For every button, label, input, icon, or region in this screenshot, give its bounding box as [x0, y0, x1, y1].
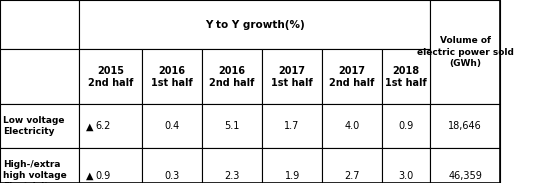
Text: 0.9: 0.9 [95, 171, 110, 181]
Bar [382, 148, 430, 183]
Text: 0.4: 0.4 [165, 121, 180, 131]
Bar [0, 148, 79, 183]
Bar [202, 104, 262, 148]
Bar [322, 148, 382, 183]
Text: 2.3: 2.3 [225, 171, 240, 181]
Text: 18,646: 18,646 [449, 121, 482, 131]
Bar [430, 0, 500, 104]
Text: 0.9: 0.9 [399, 121, 414, 131]
Text: 2017
2nd half: 2017 2nd half [330, 66, 375, 88]
Bar [322, 104, 382, 148]
Bar [0, 0, 79, 49]
Bar [322, 49, 382, 104]
Bar [142, 49, 202, 104]
Text: 1.7: 1.7 [285, 121, 300, 131]
Bar [79, 148, 142, 183]
Text: 5.1: 5.1 [225, 121, 240, 131]
Bar [79, 0, 430, 49]
Bar [430, 104, 500, 148]
Text: 2018
1st half: 2018 1st half [385, 66, 427, 88]
Text: Low voltage
Electricity: Low voltage Electricity [3, 116, 65, 136]
Text: 1.9: 1.9 [285, 171, 300, 181]
Text: 2016
2nd half: 2016 2nd half [210, 66, 255, 88]
Text: 46,359: 46,359 [448, 171, 482, 181]
Text: 2016
1st half: 2016 1st half [151, 66, 193, 88]
Text: ▲: ▲ [86, 171, 93, 181]
Bar [79, 49, 142, 104]
Text: 2.7: 2.7 [345, 171, 360, 181]
Text: 3.0: 3.0 [399, 171, 414, 181]
Text: 4.0: 4.0 [345, 121, 360, 131]
Bar [262, 49, 322, 104]
Text: Y to Y growth(%): Y to Y growth(%) [205, 20, 305, 30]
Bar [262, 104, 322, 148]
Bar [0, 49, 79, 104]
Bar [202, 148, 262, 183]
Text: Volume of
electric power sold
(GWh): Volume of electric power sold (GWh) [417, 36, 513, 68]
Bar [382, 104, 430, 148]
Text: 6.2: 6.2 [95, 121, 111, 131]
Text: 0.3: 0.3 [165, 171, 180, 181]
Bar [382, 49, 430, 104]
Bar [79, 104, 142, 148]
Bar [142, 148, 202, 183]
Bar [142, 104, 202, 148]
Text: ▲: ▲ [86, 121, 93, 131]
Bar [262, 148, 322, 183]
Text: High-/extra
high voltage
Electricity: High-/extra high voltage Electricity [3, 160, 67, 183]
Text: 2015
2nd half: 2015 2nd half [88, 66, 133, 88]
Bar [0, 104, 79, 148]
Bar [430, 148, 500, 183]
Bar [202, 49, 262, 104]
Text: 2017
1st half: 2017 1st half [271, 66, 313, 88]
